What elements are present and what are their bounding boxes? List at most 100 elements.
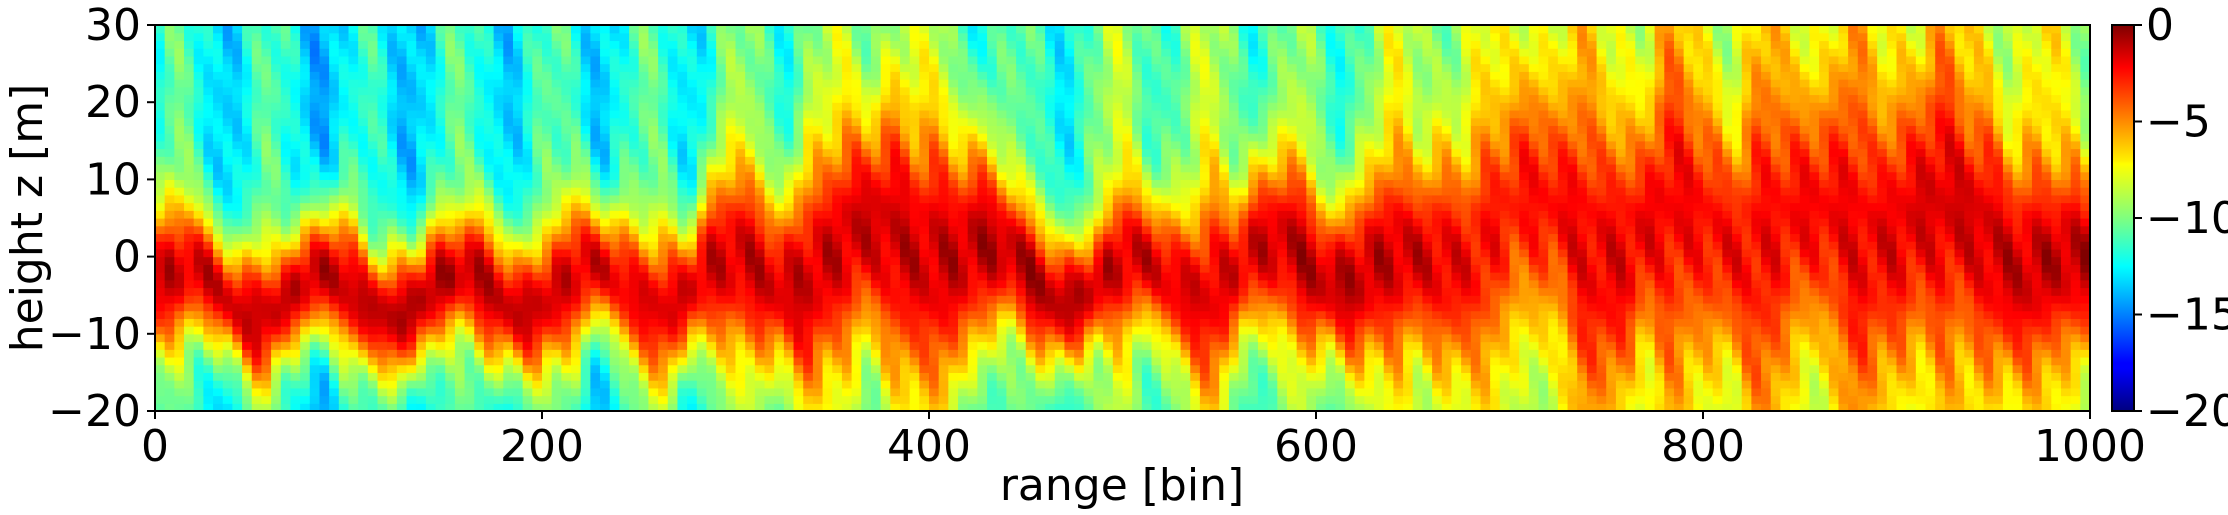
heatmap-cell (213, 55, 224, 65)
heatmap-cell (890, 387, 901, 397)
heatmap-cell (348, 117, 359, 126)
heatmap-cell (261, 210, 272, 219)
heatmap-cell (222, 71, 234, 80)
heatmap-cell (899, 318, 911, 327)
heatmap-cell (309, 326, 321, 335)
heatmap-cell (658, 264, 669, 273)
heatmap-cell (899, 310, 911, 319)
heatmap-cell (890, 63, 901, 72)
heatmap-cell (1083, 94, 1095, 103)
heatmap-cell (464, 156, 475, 165)
heatmap-cell (822, 140, 833, 150)
heatmap-cell (454, 148, 466, 157)
heatmap-cell (687, 403, 698, 411)
heatmap-cell (1025, 241, 1037, 250)
heatmap-cell (329, 349, 340, 358)
heatmap-cell (1083, 79, 1095, 88)
heatmap-cell (948, 86, 959, 96)
heatmap-cell (396, 102, 408, 111)
heatmap-cell (174, 40, 185, 49)
heatmap-cell (1112, 380, 1124, 389)
heatmap-cell (542, 264, 553, 273)
heatmap-cell (367, 349, 379, 358)
heatmap-cell (754, 341, 766, 350)
heatmap-cell (793, 94, 804, 103)
heatmap-cell (948, 364, 959, 373)
heatmap-cell (609, 163, 620, 173)
heatmap-cell (193, 326, 204, 335)
heatmap-cell (1054, 125, 1066, 134)
heatmap-cell (822, 179, 833, 188)
heatmap-cell (958, 326, 969, 335)
heatmap-cell (658, 310, 669, 319)
heatmap-cell (242, 225, 253, 235)
heatmap-cell (213, 356, 224, 366)
heatmap-cell (1035, 117, 1046, 126)
heatmap-cell (512, 32, 524, 42)
heatmap-cell (338, 25, 350, 34)
heatmap-cell (493, 102, 504, 111)
heatmap-cell (309, 295, 321, 304)
heatmap-cell (996, 163, 1008, 173)
heatmap-cell (638, 387, 650, 397)
heatmap-cell (648, 318, 659, 327)
heatmap-cell (222, 279, 234, 289)
heatmap-cell (793, 71, 804, 80)
heatmap-cell (1054, 102, 1066, 111)
heatmap-cell (474, 32, 485, 42)
heatmap-cell (629, 264, 640, 273)
heatmap-cell (890, 225, 901, 235)
heatmap-cell (474, 55, 485, 65)
heatmap-cell (783, 349, 795, 358)
heatmap-cell (416, 40, 427, 49)
heatmap-cell (600, 272, 611, 281)
heatmap-cell (899, 256, 911, 265)
heatmap-cell (658, 156, 669, 165)
heatmap-cell (890, 380, 901, 389)
heatmap-cell (425, 387, 437, 397)
heatmap-cell (774, 63, 785, 72)
heatmap-cell (155, 272, 166, 281)
heatmap-cell (948, 140, 959, 150)
heatmap-cell (977, 256, 988, 265)
heatmap-cell (1074, 202, 1085, 211)
heatmap-cell (290, 372, 301, 381)
heatmap-cell (242, 256, 253, 265)
heatmap-cell (474, 333, 485, 343)
heatmap-cell (213, 218, 224, 227)
heatmap-cell (706, 117, 717, 126)
heatmap-cell (503, 372, 514, 381)
heatmap-cell (706, 318, 717, 327)
heatmap-cell (203, 40, 214, 49)
heatmap-cell (658, 302, 669, 312)
heatmap-cell (1016, 156, 1027, 165)
heatmap-cell (667, 225, 679, 235)
heatmap-cell (716, 287, 727, 296)
heatmap-cell (735, 225, 746, 235)
heatmap-cell (1025, 225, 1037, 235)
heatmap-cell (706, 218, 717, 227)
heatmap-cell (870, 63, 882, 72)
heatmap-cell (899, 187, 911, 196)
heatmap-cell (764, 248, 775, 258)
heatmap-cell (309, 171, 321, 180)
heatmap-cell (435, 133, 446, 142)
heatmap-cell (783, 32, 795, 42)
heatmap-cell (793, 256, 804, 265)
heatmap-cell (996, 117, 1008, 126)
heatmap-cell (445, 272, 456, 281)
heatmap-cell (1074, 171, 1085, 180)
heatmap-cell (454, 163, 466, 173)
heatmap-cell (1064, 364, 1075, 373)
heatmap-cell (561, 48, 572, 57)
heatmap-cell (967, 109, 978, 119)
heatmap-cell (696, 248, 708, 258)
heatmap-cell (764, 156, 775, 165)
heatmap-cell (483, 264, 495, 273)
heatmap-cell (251, 187, 263, 196)
heatmap-cell (464, 102, 475, 111)
heatmap-cell (232, 380, 243, 389)
heatmap-cell (435, 79, 446, 88)
heatmap-cell (803, 256, 814, 265)
heatmap-cell (638, 156, 650, 165)
